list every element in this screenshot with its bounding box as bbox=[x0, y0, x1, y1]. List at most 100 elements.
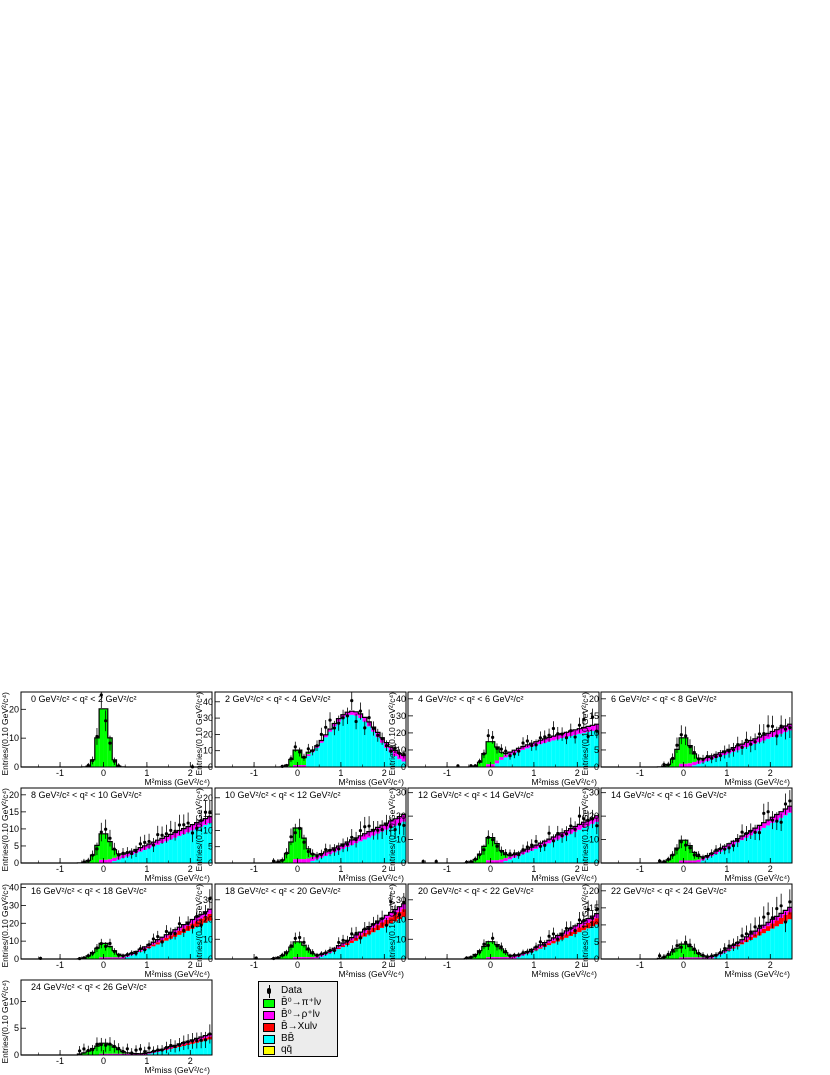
bar-bb bbox=[146, 1053, 152, 1055]
data-point bbox=[671, 756, 675, 760]
panel-frame bbox=[20, 883, 213, 960]
data-point bbox=[121, 1049, 125, 1054]
data-point bbox=[595, 824, 599, 828]
x-tick-label: -1 bbox=[636, 960, 644, 970]
data-point bbox=[723, 750, 727, 754]
y-tick-label: 20 bbox=[9, 918, 19, 928]
bar-rho bbox=[384, 915, 389, 920]
y-tick-label: 5 bbox=[14, 841, 19, 851]
x-axis-label: M²miss (GeV²/c⁴) bbox=[144, 969, 210, 979]
bar-xu bbox=[207, 913, 212, 921]
bar-rho bbox=[486, 957, 491, 959]
bar-pi bbox=[494, 944, 500, 958]
data-point bbox=[363, 825, 367, 829]
y-tick-label: 40 bbox=[203, 697, 213, 707]
data-point bbox=[582, 717, 586, 721]
data-point bbox=[324, 951, 328, 955]
data-point bbox=[473, 857, 477, 861]
bar-rho bbox=[692, 761, 697, 766]
bar-bb bbox=[590, 926, 595, 959]
data-point bbox=[538, 940, 542, 944]
legend-label: Data bbox=[281, 985, 303, 996]
data-point bbox=[675, 943, 679, 948]
data-point bbox=[538, 844, 542, 848]
data-point bbox=[499, 945, 503, 949]
data-point bbox=[306, 849, 310, 854]
data-point bbox=[156, 1048, 160, 1052]
x-tick-label: 2 bbox=[382, 960, 387, 970]
bar-bb bbox=[332, 726, 337, 767]
data-point bbox=[491, 936, 495, 940]
bar-bb bbox=[185, 1044, 191, 1055]
data-point bbox=[272, 956, 276, 961]
bar-bb bbox=[783, 815, 788, 863]
data-point bbox=[324, 848, 328, 852]
x-tick-label: 1 bbox=[724, 768, 729, 778]
y-axis-label: Entries/(0.10 GeV²/c⁴) bbox=[0, 884, 10, 968]
bar-rho bbox=[590, 725, 595, 731]
data-point bbox=[705, 955, 709, 959]
data-point bbox=[504, 851, 508, 855]
data-point bbox=[380, 737, 384, 741]
data-point bbox=[770, 916, 775, 920]
bar-pi bbox=[683, 737, 688, 764]
y-tick-label: 5 bbox=[594, 937, 599, 947]
data-point bbox=[112, 847, 116, 851]
data-point bbox=[762, 811, 766, 815]
bar-bb bbox=[735, 750, 740, 767]
data-point bbox=[156, 833, 160, 837]
panel-10: 0 10 20 30 -1 0 1 2 20 GeV²/c² < q² < 22 GeV²/c²… bbox=[387, 883, 600, 979]
data-point bbox=[104, 944, 108, 948]
y-tick-label: 20 bbox=[589, 694, 599, 704]
data-point bbox=[788, 799, 792, 803]
data-point bbox=[692, 853, 696, 857]
bar-bb bbox=[555, 839, 560, 863]
bar-bb bbox=[705, 858, 710, 863]
data-point bbox=[363, 927, 367, 931]
data-point bbox=[762, 732, 766, 736]
bar-bb bbox=[159, 942, 165, 959]
x-tick-label: 0 bbox=[681, 864, 686, 874]
data-point bbox=[112, 759, 116, 763]
data-point bbox=[675, 847, 679, 851]
data-point bbox=[86, 763, 90, 768]
data-point bbox=[688, 745, 692, 749]
data-point bbox=[182, 1041, 186, 1045]
data-point bbox=[757, 732, 762, 736]
x-axis-label: M²miss (GeV²/c⁴) bbox=[724, 777, 790, 787]
bar-rho bbox=[503, 754, 508, 758]
bar-pi bbox=[306, 949, 311, 958]
data-point bbox=[112, 1044, 116, 1048]
data-point bbox=[315, 953, 319, 957]
data-point bbox=[710, 756, 714, 760]
bar-rho bbox=[585, 918, 591, 923]
bar-pi bbox=[94, 737, 100, 767]
data-point bbox=[208, 1032, 212, 1036]
bar-xu bbox=[340, 945, 346, 948]
data-point bbox=[525, 845, 529, 849]
bar-pi bbox=[293, 750, 298, 766]
bar-rho bbox=[585, 726, 591, 732]
data-point bbox=[95, 946, 99, 950]
bar-rho bbox=[486, 860, 491, 863]
bar-bb bbox=[499, 759, 504, 767]
bar-bb bbox=[757, 830, 762, 863]
bar-bb bbox=[194, 926, 199, 959]
bar-rho bbox=[692, 860, 697, 863]
data-point bbox=[306, 747, 310, 751]
bar-rho bbox=[546, 839, 552, 844]
bar-rho bbox=[494, 860, 500, 863]
bar-rho bbox=[112, 957, 117, 959]
data-point bbox=[705, 854, 709, 858]
data-point bbox=[582, 918, 586, 923]
y-tick-label: 0 bbox=[594, 762, 599, 772]
bar-bb bbox=[203, 824, 208, 863]
y-tick-label: 20 bbox=[9, 790, 19, 800]
data-point bbox=[350, 932, 354, 936]
y-tick-label: 20 bbox=[396, 728, 406, 738]
data-point bbox=[289, 757, 293, 761]
legend-label: B̄→Xulν bbox=[281, 1021, 318, 1032]
bar-bb bbox=[585, 731, 591, 767]
data-point bbox=[590, 817, 595, 821]
bar-bb bbox=[551, 740, 556, 767]
